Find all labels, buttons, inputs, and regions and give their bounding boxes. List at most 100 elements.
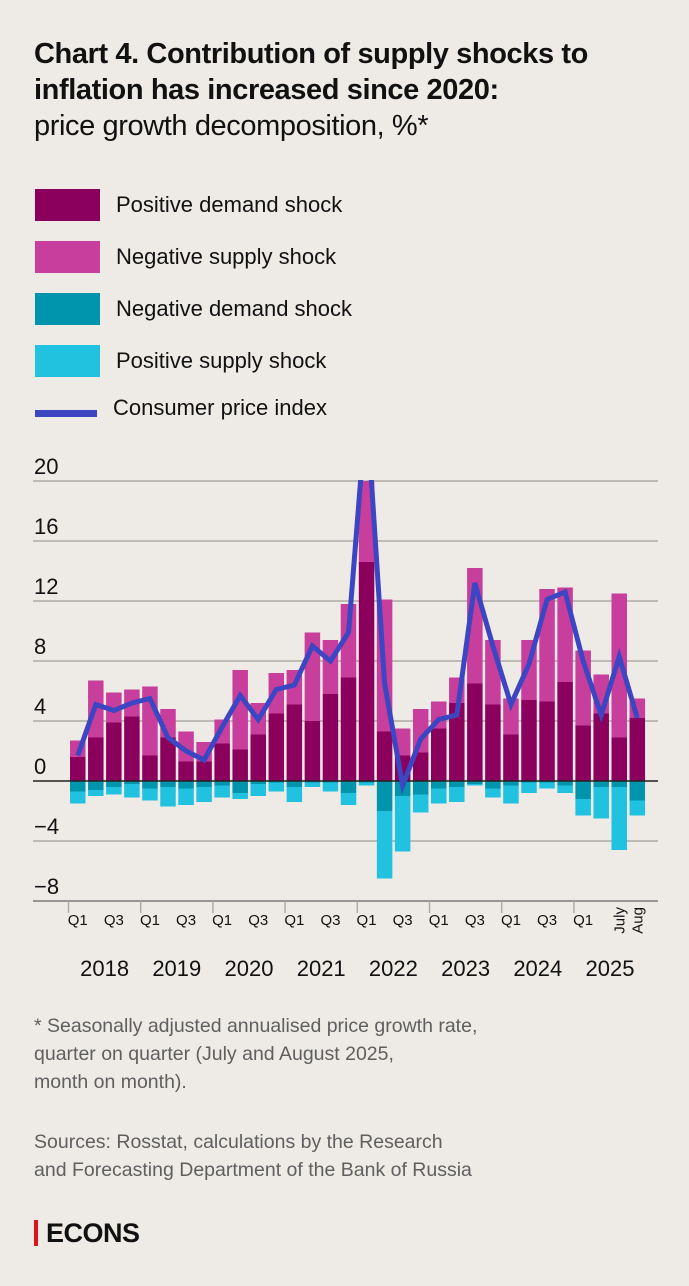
x-tick-label: Q1	[501, 912, 521, 929]
x-tick-label: Q1	[212, 912, 232, 929]
x-year-label: 2019	[152, 956, 201, 981]
bar-positive-supply	[106, 787, 122, 795]
bar-negative-demand	[142, 781, 158, 789]
bar-positive-supply	[629, 800, 646, 816]
footnote-line: month on month).	[34, 1071, 187, 1093]
x-year-label: 2022	[369, 956, 418, 981]
bar-positive-supply	[178, 788, 194, 805]
bar-positive-supply	[232, 793, 248, 799]
bar-positive-supply	[521, 782, 537, 793]
x-year-label: 2020	[225, 956, 274, 981]
bar-negative-demand	[160, 781, 176, 787]
cpi-polyline	[75, 480, 640, 795]
bar-positive-supply	[88, 790, 104, 796]
legend-swatch-positive-demand	[35, 189, 100, 221]
bar-positive-supply	[412, 794, 429, 813]
x-tick-label: Q3	[393, 912, 413, 929]
bar-positive-demand	[250, 734, 266, 781]
footnote: * Seasonally adjusted annualised price g…	[34, 1012, 664, 1096]
bar-positive-supply	[557, 785, 573, 793]
bar-positive-supply	[575, 799, 591, 816]
bar-positive-demand	[70, 757, 86, 781]
y-tick-label: −8	[34, 874, 59, 899]
bar-negative-demand	[196, 781, 212, 787]
bar-positive-supply	[286, 787, 303, 802]
legend-label: Positive supply shock	[116, 348, 327, 373]
legend-swatch-negative-supply	[35, 241, 100, 273]
x-year-label: 2018	[80, 956, 129, 981]
bar-positive-demand	[88, 737, 104, 781]
brand-logo: ECONS	[34, 1218, 140, 1248]
bar-negative-supply	[611, 593, 627, 738]
bar-negative-demand	[214, 781, 230, 786]
bar-negative-demand	[485, 781, 501, 789]
bar-positive-demand	[358, 562, 375, 781]
chart-subtitle: price growth decomposition, %*	[34, 110, 429, 142]
bar-positive-supply	[376, 811, 393, 879]
bar-positive-supply	[394, 796, 411, 852]
bar-positive-demand	[449, 703, 465, 781]
x-tick-label: Aug	[629, 907, 646, 934]
bar-positive-demand	[106, 722, 122, 781]
x-tick-label: Q3	[104, 912, 124, 929]
x-tick-label: Q1	[357, 912, 377, 929]
bar-positive-demand	[340, 677, 357, 781]
footnote-line: * Seasonally adjusted annualised price g…	[34, 1015, 478, 1037]
x-tick-label: Q1	[68, 912, 88, 929]
legend-swatch-cpi-line	[35, 410, 97, 417]
bar-positive-demand	[142, 755, 158, 781]
bar-positive-demand	[178, 761, 194, 781]
bar-negative-demand	[593, 781, 609, 787]
bar-positive-demand	[467, 683, 483, 781]
y-tick-label: 16	[34, 514, 58, 539]
y-tick-label: 20	[34, 454, 58, 479]
bar-negative-demand	[178, 781, 194, 789]
bar-positive-supply	[467, 784, 483, 786]
x-year-label: 2023	[441, 956, 490, 981]
bar-negative-demand	[250, 781, 266, 784]
bar-positive-supply	[142, 788, 158, 801]
sources-line: and Forecasting Department of the Bank o…	[34, 1159, 472, 1181]
x-tick-label: Q3	[465, 912, 485, 929]
bar-negative-demand	[629, 781, 646, 801]
chart-title: Chart 4. Contribution of supply shocks t…	[34, 36, 674, 144]
bar-positive-supply	[485, 788, 501, 798]
bar-positive-supply	[124, 784, 140, 798]
bar-positive-demand	[214, 743, 230, 781]
bar-positive-demand	[376, 731, 393, 781]
chart-title-main: Chart 4. Contribution of supply shocks t…	[34, 38, 588, 106]
y-tick-label: 12	[34, 574, 58, 599]
bar-negative-demand	[340, 781, 357, 793]
bar-negative-demand	[503, 781, 519, 786]
x-tick-label: Q1	[429, 912, 449, 929]
bar-negative-supply	[340, 604, 357, 678]
bar-positive-demand	[322, 694, 339, 781]
bar-positive-supply	[322, 782, 339, 792]
bar-negative-demand	[286, 781, 303, 787]
bar-positive-supply	[268, 782, 285, 792]
bar-negative-supply	[412, 709, 429, 753]
x-tick-label: Q3	[320, 912, 340, 929]
bar-positive-supply	[503, 785, 519, 804]
bar-negative-supply	[503, 698, 519, 735]
sources-note: Sources: Rosstat, calculations by the Re…	[34, 1128, 664, 1184]
bar-positive-supply	[449, 787, 465, 802]
x-tick-label: Q3	[537, 912, 557, 929]
bar-positive-supply	[160, 787, 176, 807]
bar-positive-demand	[485, 704, 501, 781]
bar-positive-demand	[431, 728, 447, 781]
brand-accent-bar	[34, 1220, 38, 1246]
bar-negative-demand	[412, 781, 429, 795]
bar-positive-demand	[557, 682, 573, 781]
bar-negative-supply	[106, 692, 122, 723]
bar-positive-demand	[268, 713, 285, 781]
y-tick-label: 4	[34, 694, 46, 719]
x-year-label: 2021	[297, 956, 346, 981]
bar-positive-supply	[539, 782, 555, 789]
bar-positive-supply	[214, 785, 230, 798]
bar-negative-demand	[575, 781, 591, 799]
cpi-line	[75, 480, 640, 795]
bar-positive-demand	[575, 725, 591, 781]
bar-positive-demand	[160, 737, 176, 781]
bar-positive-supply	[340, 793, 357, 805]
